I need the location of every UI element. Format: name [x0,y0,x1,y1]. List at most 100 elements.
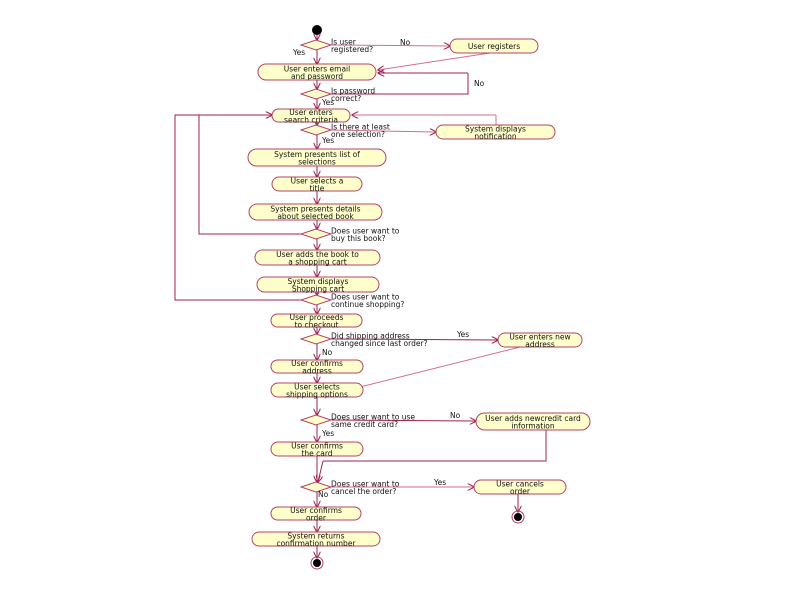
activity-shape [475,412,591,431]
activity-label: the card [301,449,332,458]
decision-question: Is user [331,38,357,47]
decision-question: one selection? [331,130,385,139]
final-node [313,559,321,567]
activity-label: search criteria [284,116,338,125]
arrow-no-selection [330,130,436,132]
activity-label: selections [298,158,336,167]
activity-shape [256,276,380,293]
activity-label: System displays [288,277,349,286]
final-node-ring [310,556,324,570]
activity-label: about selected book [277,212,354,221]
activity-shape [270,359,364,374]
line-continue-yes [174,114,302,301]
activity-label: and password [291,72,343,81]
decision-diamond [299,294,333,306]
activity-shape [271,176,363,192]
decision-diamond [299,228,333,240]
final-node-cancel [514,513,522,521]
activity-label: User enters [289,108,332,117]
activity-shape [270,506,362,521]
activity-label: a shopping cart [288,258,347,267]
activity-label: address [525,340,555,349]
activity-label: User enters email [284,65,350,74]
line-new-card [323,430,547,462]
activity-shape [248,203,383,221]
activity-label: Shopping cart [292,285,344,294]
activity-label: title [310,184,325,193]
decision-question: continue shopping? [331,300,404,309]
activity-label: User confirms [291,359,343,368]
activity-label: address [302,367,332,376]
decision-question: Is password [331,87,375,96]
activity-shape [497,332,583,348]
decision-diamond [299,414,333,426]
activity-label: order [510,487,531,496]
guard-card-no: No [450,411,461,420]
activity-label: User adds the book to [276,250,359,259]
decision-question: Did shipping address [331,332,410,341]
decision-question: same credit card? [331,420,398,429]
final-node-cancel-ring [511,510,525,524]
activity-label: User enters new [509,333,570,342]
activity-shape [270,382,364,398]
decision-question: registered? [331,45,373,54]
activity-label: System presents details [270,205,360,214]
guard-cancel-yes: Yes [433,478,446,487]
activity-shape [270,441,364,457]
decision-question: Does user want to [331,480,400,489]
activity-label: System returns [287,532,344,541]
activity-label: shipping options [286,390,348,399]
decision-diamond [299,481,333,493]
activity-label: User selects [294,383,340,392]
activity-shape [435,124,556,140]
activity-shape [251,531,381,547]
decision-question: buy this book? [331,234,386,243]
activity-label: User selects a [291,177,344,186]
activity-shape [449,38,539,54]
guard-password-no: No [474,79,485,88]
decision-diamond [299,124,333,136]
activity-label: System presents list of [274,150,360,159]
activity-label: User cancels [496,480,544,489]
activity-user-registers: User registers [449,38,539,54]
arrow-address-yes [330,339,498,340]
activity-label: User adds newcredit card [485,414,581,423]
decision-diamond [299,88,333,100]
guard-registered-yes: Yes [292,48,305,57]
activity-add-to-cart: User adds the book toa shopping cart [254,249,381,267]
decision-diamond [299,333,333,345]
decision-question: Is there at least [331,123,390,132]
guard-card-yes: Yes [321,429,334,438]
activity-shape [473,479,567,495]
line-buy-no [198,115,302,235]
guard-address-no: No [322,348,333,357]
decision-question: correct? [331,94,361,103]
activity-shape [271,108,351,123]
arrow-registered-to-login [378,52,491,70]
activity-label: confirmation number [276,539,356,548]
activity-label: User confirms [290,506,342,515]
activity-shape [257,63,377,81]
activity-shape [270,313,363,328]
guard-address-yes: Yes [456,330,469,339]
arrow-new-address [348,346,521,390]
